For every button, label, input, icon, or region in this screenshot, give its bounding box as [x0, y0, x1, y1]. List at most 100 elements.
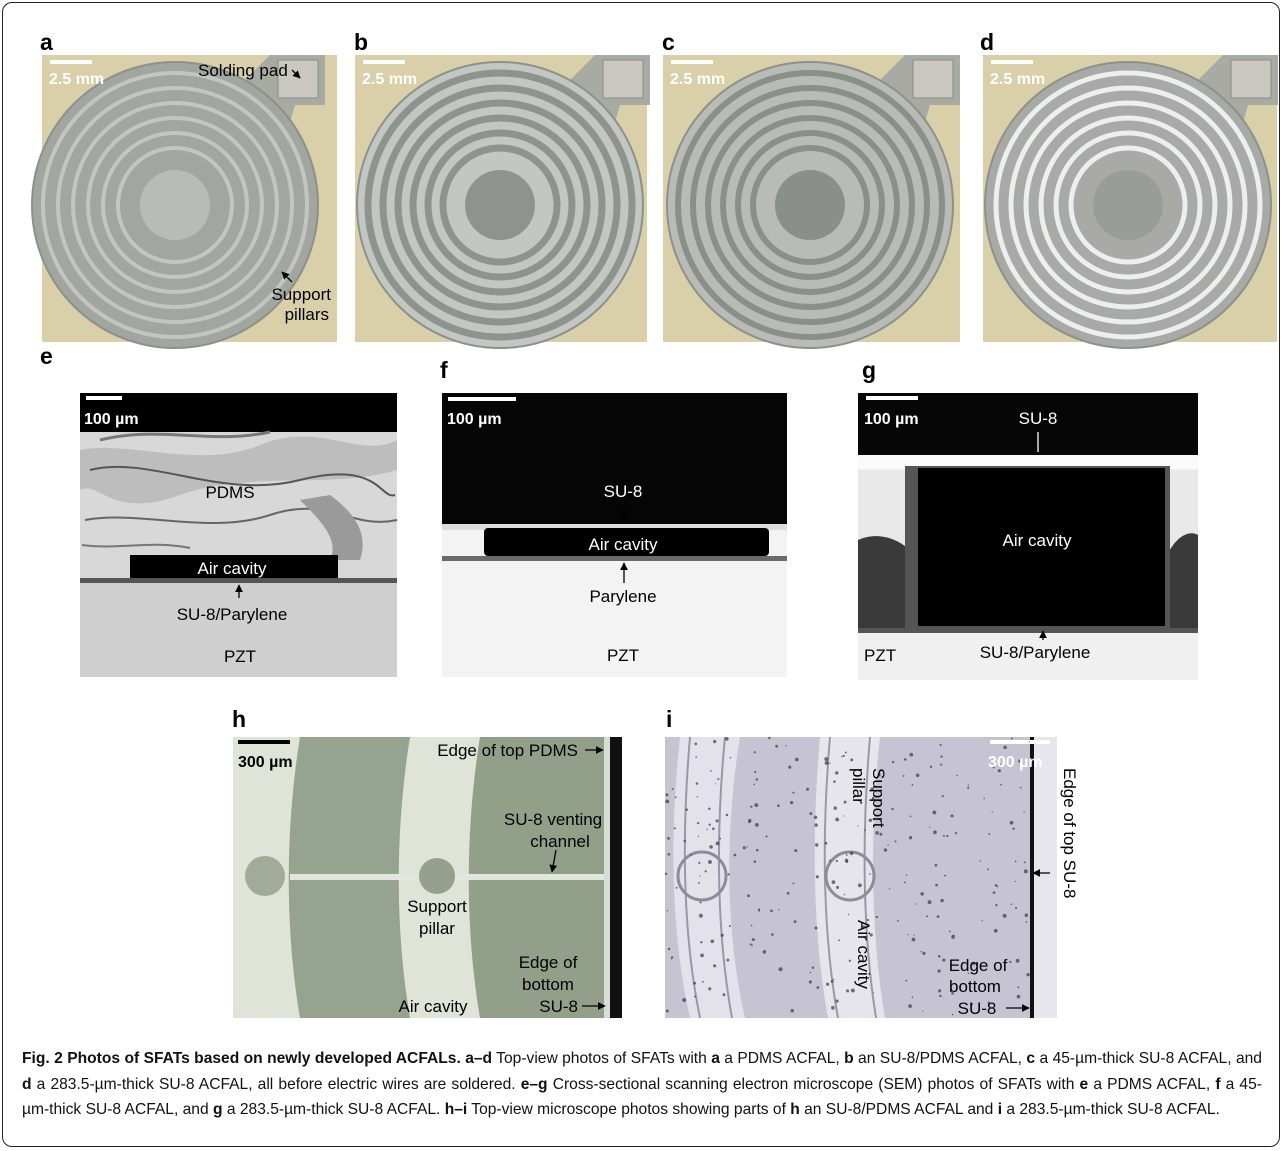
speck — [836, 860, 838, 862]
speck — [980, 860, 981, 861]
speck — [884, 848, 887, 851]
center-disc — [465, 170, 535, 240]
caption-bold: e — [1080, 1076, 1089, 1093]
speck — [751, 925, 753, 927]
speck — [910, 816, 912, 818]
speck — [835, 771, 838, 774]
speck — [1026, 921, 1028, 923]
speck — [846, 854, 848, 856]
speck — [698, 862, 700, 864]
panel-label: b — [354, 29, 368, 55]
speck — [806, 788, 809, 791]
speck — [940, 755, 942, 757]
speck — [916, 773, 920, 777]
speck — [697, 822, 699, 824]
speck — [674, 827, 676, 829]
speck — [719, 838, 721, 840]
speck — [869, 873, 871, 875]
speck — [994, 929, 998, 933]
annotation: Parylene — [589, 587, 656, 606]
center-disc — [1093, 170, 1163, 240]
speck — [873, 992, 874, 993]
center-disc — [140, 170, 210, 240]
speck — [753, 784, 755, 786]
caption-text: Cross-sectional scanning electron micros… — [548, 1076, 1080, 1093]
speck — [1017, 986, 1019, 988]
caption-text: a 283.5-µm-thick SU-8 ACFAL, all before … — [32, 1076, 521, 1093]
caption-text: Top-view microscope photos showing parts… — [467, 1101, 790, 1118]
speck — [787, 892, 790, 895]
speck — [834, 806, 837, 809]
speck — [951, 935, 955, 939]
annotation: SU-8 — [539, 997, 578, 1016]
speck — [809, 812, 812, 815]
speck — [816, 986, 819, 989]
speck — [1000, 784, 1002, 786]
speck — [951, 814, 954, 817]
speck — [1012, 827, 1014, 829]
annotation: PZT — [224, 647, 256, 666]
speck — [1011, 903, 1013, 905]
speck — [725, 737, 729, 741]
annotation: SU-8/Parylene — [177, 605, 288, 624]
speck — [915, 903, 916, 904]
speck — [747, 846, 748, 847]
speck — [836, 886, 839, 889]
speck — [726, 814, 729, 817]
speck — [920, 951, 921, 952]
speck — [889, 888, 890, 889]
solder-pad — [913, 60, 953, 98]
caption-bold: g — [213, 1101, 223, 1118]
speck — [791, 1009, 794, 1012]
annotation: pillar — [419, 919, 455, 938]
speck — [922, 1011, 923, 1012]
speck — [675, 796, 677, 798]
speck — [987, 868, 989, 870]
speck — [946, 835, 948, 837]
speck — [711, 939, 715, 943]
speck — [705, 870, 707, 872]
speck — [771, 933, 774, 936]
speck — [672, 788, 674, 790]
speck — [838, 939, 840, 941]
speck — [702, 981, 704, 983]
speck — [993, 891, 996, 894]
speck — [684, 840, 687, 843]
speck — [904, 881, 906, 883]
speck — [908, 1004, 912, 1008]
speck — [909, 753, 913, 757]
speck — [690, 854, 692, 856]
caption-text: a 283.5-µm-thick SU-8 ACFAL. — [1002, 1101, 1220, 1118]
speck — [858, 883, 862, 887]
speck — [929, 827, 930, 828]
speck — [816, 875, 819, 878]
speck — [756, 778, 759, 781]
speck — [942, 795, 944, 797]
annotation: channel — [530, 832, 590, 851]
annotation: SU-8 — [604, 482, 643, 501]
figure: a b c d e 100 µm PDMS Air cavity SU-8/Pa… — [0, 0, 1284, 1040]
speck — [671, 958, 672, 959]
caption-text: an SU-8/PDMS ACFAL, — [854, 1050, 1027, 1067]
speck — [1024, 869, 1028, 873]
solder-pad — [603, 60, 643, 98]
caption-text: an SU-8/PDMS ACFAL and — [800, 1101, 998, 1118]
speck — [721, 934, 724, 937]
speck — [694, 995, 696, 997]
speck — [665, 873, 667, 875]
annotation: Edge of — [949, 956, 1008, 975]
speck — [713, 964, 716, 967]
speck — [1026, 973, 1029, 976]
caption-bold: h — [790, 1101, 800, 1118]
speck — [955, 832, 957, 834]
speck — [671, 956, 673, 958]
speck — [935, 884, 938, 887]
speck — [1009, 961, 1011, 963]
annotation: Support — [869, 768, 888, 828]
speck — [1010, 821, 1014, 825]
speck — [841, 756, 843, 758]
sem-photo-e — [80, 393, 397, 677]
speck — [756, 849, 759, 852]
speck — [909, 836, 912, 839]
speck — [729, 925, 731, 927]
